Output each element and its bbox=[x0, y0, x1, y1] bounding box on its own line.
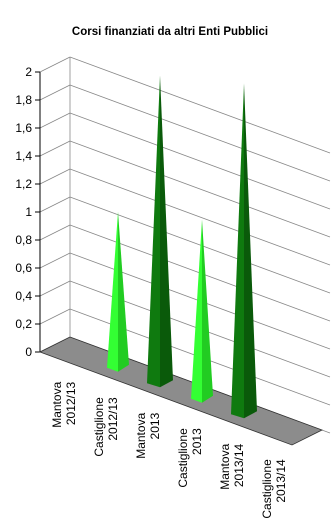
y-tick-label: 1,6 bbox=[15, 121, 32, 135]
gridline-left bbox=[39, 196, 71, 213]
cone-bar bbox=[107, 211, 129, 372]
category-label-line: Castiglione bbox=[260, 459, 274, 519]
chart-title: Corsi finanziati da altri Enti Pubblici bbox=[72, 26, 268, 38]
y-tick-label: 1,2 bbox=[15, 177, 32, 191]
cone-face-left bbox=[107, 211, 118, 372]
y-tick-label: 1 bbox=[25, 205, 32, 219]
category-label-line: Castiglione bbox=[92, 397, 106, 457]
category-label-line: 2013/14 bbox=[232, 443, 246, 487]
gridline-left bbox=[39, 308, 71, 325]
y-tick-label: 0,8 bbox=[15, 233, 32, 247]
cone-face-right bbox=[202, 219, 213, 403]
gridline-back bbox=[69, 168, 331, 266]
category-label: Castiglione2012/13 bbox=[92, 397, 120, 457]
category-label-line: 2013/14 bbox=[274, 459, 288, 503]
cone-face-right bbox=[118, 211, 129, 372]
gridline-left bbox=[39, 112, 71, 129]
category-label: Castiglione2013 bbox=[176, 428, 204, 488]
gridline-left bbox=[39, 224, 71, 241]
category-label-line: Mantova bbox=[218, 443, 232, 489]
gridline-back bbox=[69, 140, 331, 238]
category-label: Mantova2013/14 bbox=[218, 443, 246, 489]
cone-face-left bbox=[191, 219, 202, 403]
y-tick-label: 0 bbox=[25, 345, 32, 359]
gridline-left bbox=[39, 252, 71, 269]
y-axis-ticks: 0 0,2 0,4 0,6 0,8 1 1,2 1,4 1,6 1,8 2 bbox=[15, 65, 32, 359]
gridline-left bbox=[39, 168, 71, 185]
y-tick-label: 0,6 bbox=[15, 261, 32, 275]
cone-bar bbox=[191, 219, 213, 403]
gridline-back bbox=[69, 56, 331, 154]
category-label-line: Castiglione bbox=[176, 428, 190, 488]
y-tick-label: 2 bbox=[25, 65, 32, 79]
gridline-left bbox=[39, 280, 71, 297]
gridline-back bbox=[69, 196, 331, 294]
cone-face-left bbox=[147, 75, 160, 388]
category-label: Castiglione2013/14 bbox=[260, 459, 288, 519]
data-marks bbox=[107, 75, 257, 419]
category-label-line: Mantova bbox=[134, 412, 148, 458]
gridline-left bbox=[39, 84, 71, 101]
cone-face-left bbox=[231, 83, 244, 419]
x-axis-categories: Mantova2012/13 Castiglione2012/13 Mantova2… bbox=[50, 381, 288, 518]
gridline-back bbox=[69, 84, 331, 182]
y-tick-label: 0,4 bbox=[15, 289, 32, 303]
cone-face-right bbox=[244, 83, 257, 419]
gridline-left bbox=[39, 140, 71, 157]
category-label-line: 2012/13 bbox=[64, 381, 78, 425]
category-label: Mantova2012/13 bbox=[50, 381, 78, 427]
category-label: Mantova2013 bbox=[134, 412, 162, 458]
cone-bar bbox=[147, 75, 173, 388]
cone-face-right bbox=[160, 75, 173, 388]
gridlines bbox=[35, 56, 331, 434]
category-label-line: 2013 bbox=[148, 412, 162, 439]
y-tick-label: 0,2 bbox=[15, 317, 32, 331]
gridline-left bbox=[39, 56, 71, 73]
category-label-line: Mantova bbox=[50, 381, 64, 427]
category-label-line: 2012/13 bbox=[106, 397, 120, 441]
category-label-line: 2013 bbox=[190, 428, 204, 455]
gridline-back bbox=[69, 112, 331, 210]
y-tick-label: 1,8 bbox=[15, 93, 32, 107]
cone-bar bbox=[231, 83, 257, 419]
y-tick-label: 1,4 bbox=[15, 149, 32, 163]
